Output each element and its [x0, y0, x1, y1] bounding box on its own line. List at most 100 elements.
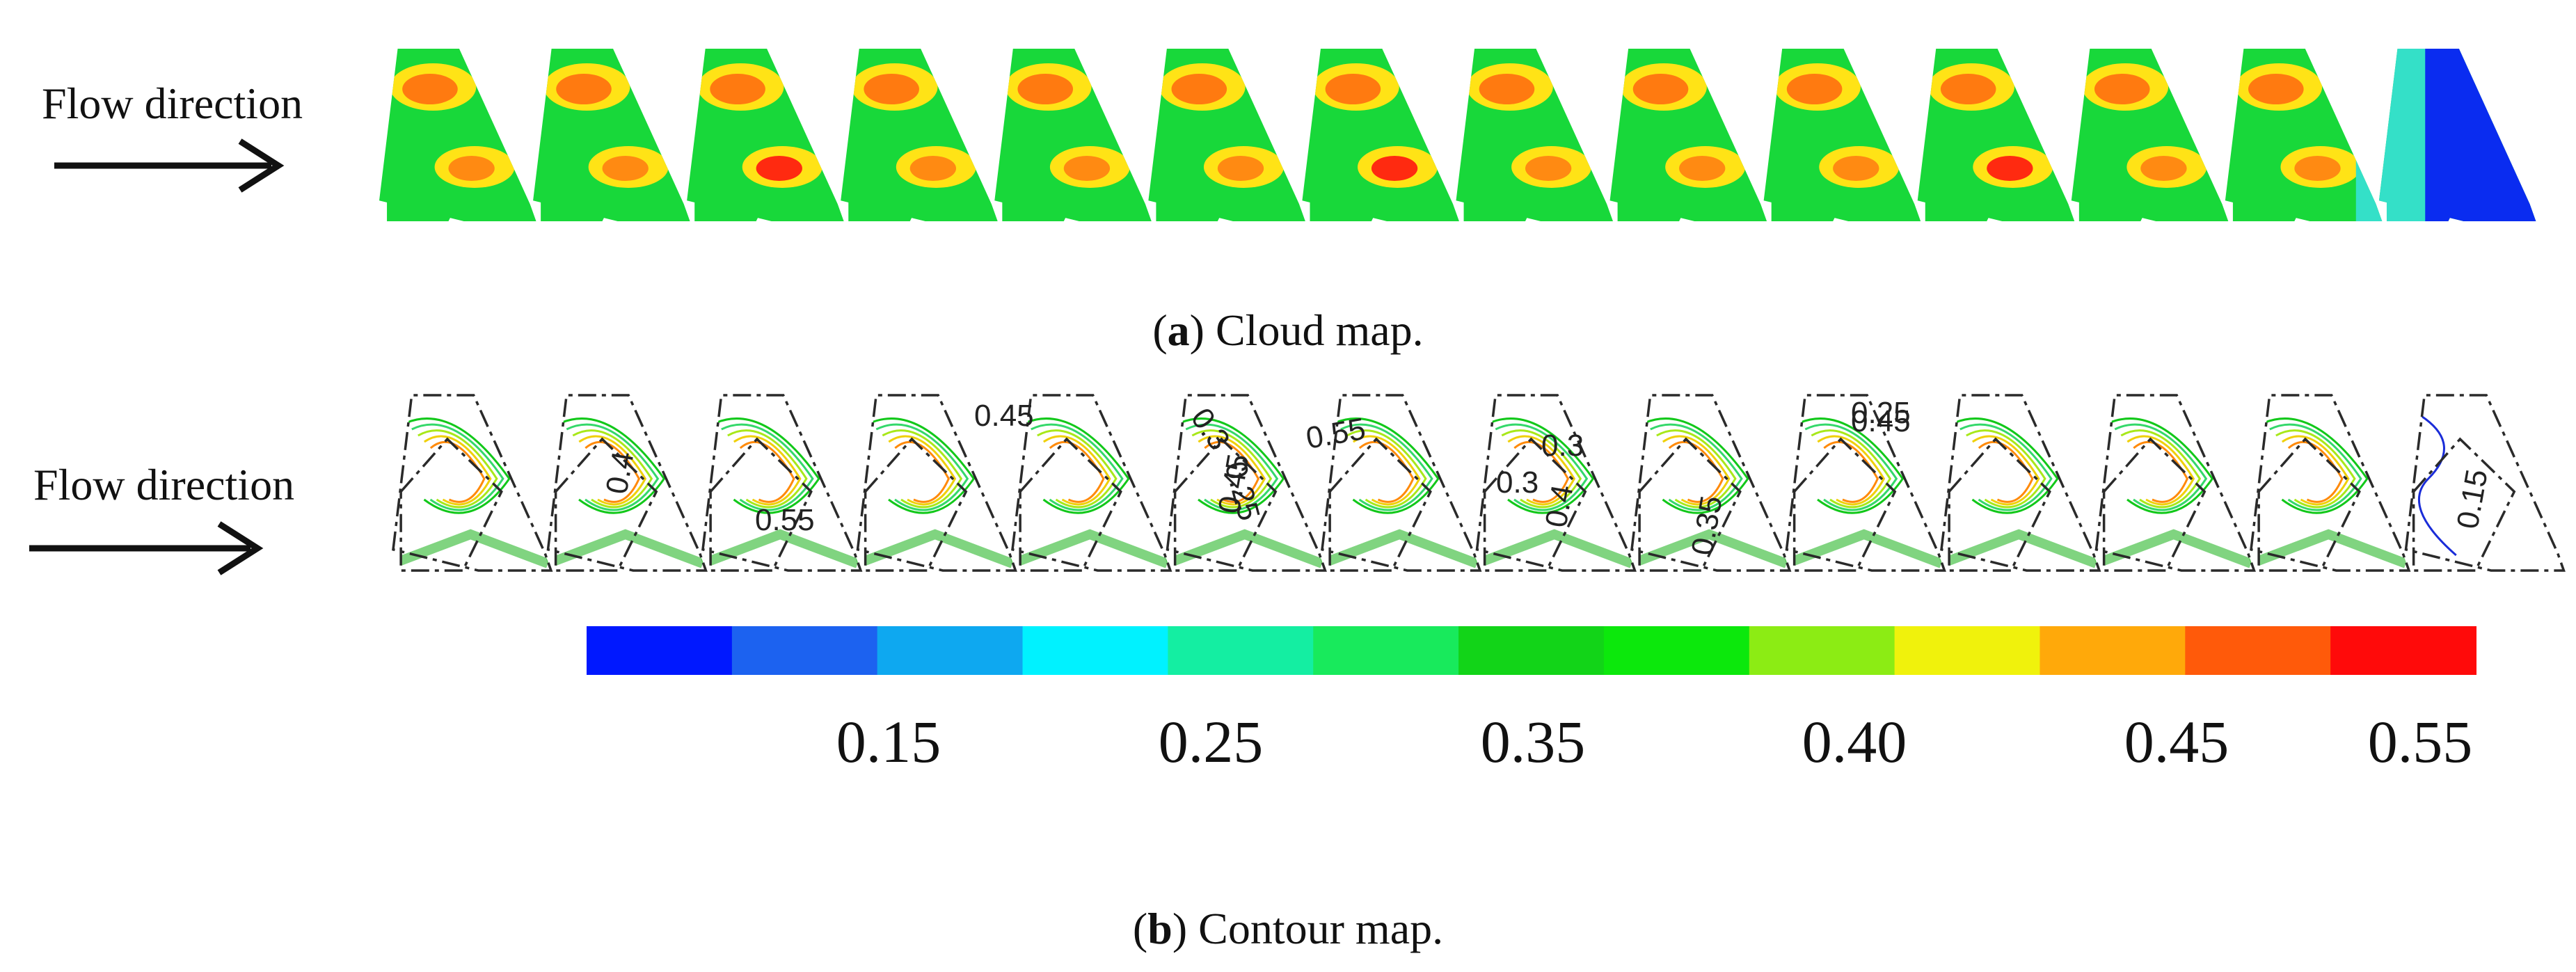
contour-line	[1358, 440, 1415, 503]
cloud-band-orange	[756, 156, 802, 181]
cloud-band-orange	[1217, 156, 1264, 181]
cloud-band-orange	[1325, 74, 1381, 104]
colorbar-segment	[1022, 626, 1169, 675]
cloud-band-orange	[602, 156, 649, 181]
colorbar-segment	[731, 626, 878, 675]
cloud-band-orange	[2294, 156, 2341, 181]
contour-line	[1010, 529, 1169, 568]
contour-line	[1495, 423, 1589, 511]
contour-line	[1340, 423, 1433, 511]
cloud-band-orange	[1987, 156, 2033, 181]
colorbar-tick-label: 0.40	[1802, 708, 1907, 775]
contour-line	[1953, 417, 2059, 514]
contour-line	[2108, 417, 2214, 514]
colorbar-tick-label: 0.25	[1159, 708, 1264, 775]
contour-line	[1798, 417, 1905, 514]
flow-direction-label-a: Flow direction	[42, 79, 303, 128]
contour-line	[1501, 429, 1582, 509]
contour-line	[572, 429, 653, 509]
contour-line	[418, 429, 498, 509]
colorbar-segment	[2330, 626, 2476, 675]
contour-label: 0.3	[1496, 465, 1539, 500]
panel-a-cloud-map: Flow direction (a) Cloud map.	[42, 49, 2536, 355]
contour-line	[1971, 435, 2040, 506]
contour-line	[1042, 435, 1111, 506]
cloud-base	[379, 49, 2536, 221]
contour-line	[578, 435, 647, 506]
contour-line	[566, 423, 660, 511]
contour-line	[585, 440, 641, 503]
contour-line	[2275, 429, 2356, 509]
contour-line	[1817, 435, 1886, 506]
cloud-band-orange	[1479, 74, 1535, 104]
contour-line	[2114, 423, 2208, 511]
contour-line	[727, 429, 808, 509]
contour-label: 0.4	[1539, 482, 1580, 530]
cloud-band-orange	[2094, 74, 2150, 104]
contour-line	[2126, 435, 2195, 506]
contour-line	[2133, 440, 2189, 503]
cloud-band-orange	[909, 156, 957, 181]
panel-b-contour-map: Flow direction 0.45 0.30.250.550.30.450.2…	[29, 394, 2566, 953]
cloud-band-orange	[1940, 74, 1996, 104]
caption-a: (a) Cloud map.	[1152, 305, 1423, 355]
contour-line	[1179, 417, 1285, 514]
contour-line	[429, 440, 486, 503]
cloud-band-orange	[1063, 156, 1111, 181]
contour-line	[1031, 423, 1124, 511]
cloud-map-field	[379, 49, 2536, 221]
cloud-band-orange	[1371, 156, 1418, 181]
contour-line	[423, 435, 492, 506]
contour-line	[1662, 435, 1731, 506]
contour-line	[1185, 423, 1279, 511]
colorbar-segment	[877, 626, 1024, 675]
contour-line	[715, 417, 820, 514]
colorbar-segment	[1603, 626, 1750, 675]
cloud-band-orange	[710, 74, 765, 104]
colorbar-tick-labels: 0.15 0.25 0.35 0.40 0.45 0.55	[836, 708, 2473, 775]
contour-line	[1488, 417, 1595, 514]
flow-arrow-a-icon	[54, 138, 285, 193]
contour-line	[1804, 423, 1898, 511]
colorbar-segment	[1894, 626, 2041, 675]
contour-label: 0.25	[1851, 396, 1911, 430]
colorbar-segment	[2185, 626, 2332, 675]
colorbar	[587, 626, 2476, 675]
contour-line	[2120, 429, 2202, 509]
contour-label: 0.45	[1851, 404, 1911, 438]
cloud-band-orange	[556, 74, 612, 104]
colorbar-segment	[2040, 626, 2186, 675]
cloud-band-orange	[1525, 156, 1572, 181]
colorbar-segment	[1313, 626, 1460, 675]
contour-line	[1823, 440, 1879, 503]
caption-b: (b) Contour map.	[1133, 904, 1443, 953]
contour-line	[894, 440, 951, 503]
contour-line	[739, 440, 795, 503]
cloud-band-orange	[1679, 156, 1726, 181]
contour-line	[1037, 429, 1118, 509]
flow-direction-label-b: Flow direction	[33, 460, 294, 509]
contour-line	[1785, 529, 1943, 568]
contour-line	[1191, 429, 1273, 509]
contour-line	[1650, 423, 1743, 511]
contour-line	[1024, 417, 1130, 514]
contour-label: 0.3	[1541, 429, 1584, 463]
contour-line	[1507, 435, 1576, 506]
contour-line	[2249, 529, 2408, 568]
contour-line	[546, 529, 705, 568]
colorbar-tick-label: 0.15	[836, 708, 941, 775]
contour-line	[393, 529, 550, 568]
contour-line	[1475, 529, 1634, 568]
cloud-outlet-cyan	[2355, 49, 2433, 221]
cloud-band-orange	[2248, 74, 2304, 104]
contour-line	[2263, 417, 2369, 514]
contour-label: 0.4	[600, 449, 641, 497]
contour-line	[1320, 529, 1479, 568]
cloud-band-orange	[1786, 74, 1843, 104]
contour-line	[882, 429, 963, 509]
contour-line	[2287, 440, 2344, 503]
contour-line-blue	[2417, 415, 2457, 557]
contour-line	[1630, 529, 1788, 568]
colorbar-segment	[1749, 626, 1895, 675]
colorbar-segment	[587, 626, 733, 675]
